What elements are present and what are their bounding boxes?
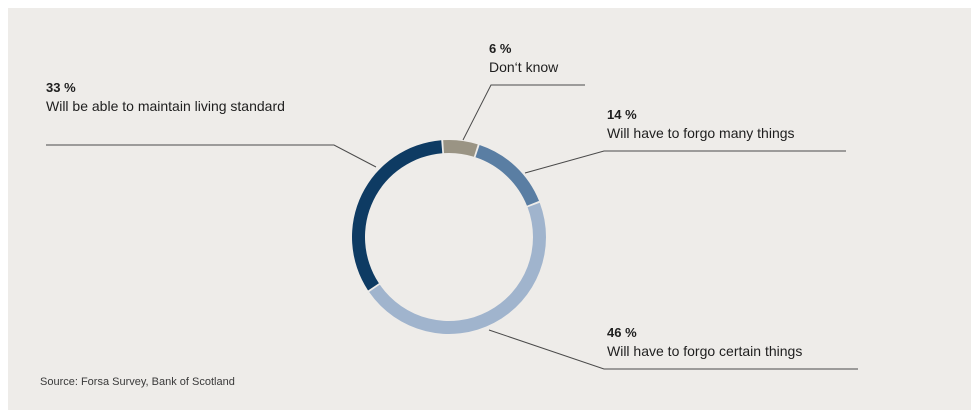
- leader-line-forgo-many: [524, 150, 846, 174]
- donut-slice-3: [352, 140, 443, 291]
- label-maintain: 33 % Will be able to maintain living sta…: [46, 80, 296, 116]
- donut-slice-1: [475, 144, 540, 206]
- leader-line-maintain: [46, 144, 377, 168]
- text-forgo-certain: Will have to forgo certain things: [607, 343, 803, 359]
- source-note: Source: Forsa Survey, Bank of Scotland: [40, 376, 235, 388]
- label-dont-know: 6 % Don‘t know: [489, 41, 558, 77]
- pct-dont-know: 6 %: [489, 41, 512, 56]
- donut-slice-2: [369, 202, 546, 334]
- leader-line-dont-know: [462, 84, 585, 141]
- donut-slice-0: [443, 139, 478, 157]
- pct-forgo-certain: 46 %: [607, 325, 637, 340]
- pct-maintain: 33 %: [46, 80, 76, 95]
- text-maintain: Will be able to maintain living standard: [46, 98, 285, 114]
- text-forgo-many: Will have to forgo many things: [607, 125, 795, 141]
- label-forgo-certain: 46 % Will have to forgo certain things: [607, 325, 802, 361]
- chart-panel: [8, 8, 971, 410]
- pct-forgo-many: 14 %: [607, 107, 637, 122]
- label-forgo-many: 14 % Will have to forgo many things: [607, 107, 795, 143]
- text-dont-know: Don‘t know: [489, 59, 559, 75]
- leader-line-forgo-certain: [488, 329, 858, 370]
